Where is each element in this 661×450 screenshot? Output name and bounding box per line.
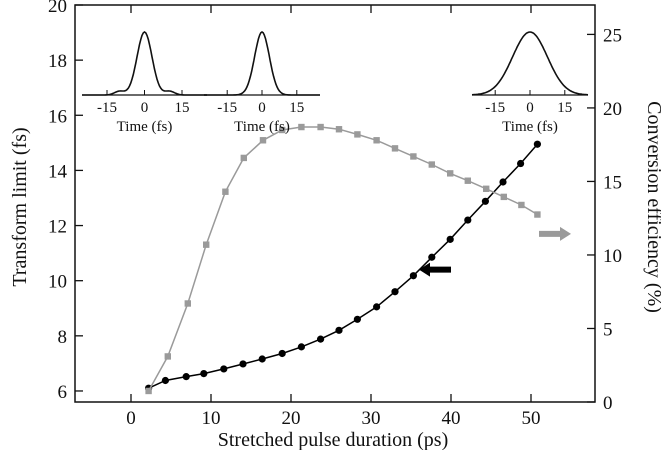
y-left-tick-label: 20 — [48, 0, 67, 17]
inset-pulse-curve — [82, 31, 207, 96]
inset-x-tick-label: 0 — [526, 100, 534, 116]
series-left-point — [317, 335, 325, 343]
series-left-point — [220, 365, 228, 373]
series-right-point — [500, 193, 507, 201]
series-right-point — [298, 123, 305, 131]
inset-x-label: Time (fs) — [502, 119, 558, 135]
series-right-point — [164, 353, 171, 360]
inset-x-tick-label: 15 — [289, 100, 304, 116]
series-right-point — [184, 300, 191, 307]
series-left-point — [481, 197, 489, 205]
inset-x-label: Time (fs) — [117, 119, 173, 135]
series-right-point — [222, 188, 229, 195]
series-left-point — [409, 272, 417, 280]
series-right-point — [203, 241, 210, 248]
y-right-tick-label: 0 — [603, 393, 613, 414]
series-left-point — [517, 159, 525, 168]
inset-x-tick-label: 0 — [258, 100, 266, 116]
y-right-tick-label: 5 — [603, 319, 613, 340]
series-right-point — [240, 154, 247, 162]
series-left-line — [148, 143, 538, 389]
y-left-tick-label: 18 — [48, 51, 67, 72]
series-right-point — [145, 387, 152, 395]
series-left-point — [499, 178, 507, 186]
y-right-tick-label: 20 — [603, 99, 622, 120]
y-left-tick-label: 16 — [48, 106, 67, 127]
series-right-point — [410, 153, 417, 160]
series-left-point — [428, 253, 436, 261]
series-right-point — [518, 201, 525, 209]
series-right-point — [428, 161, 435, 168]
series-left-point — [278, 349, 286, 358]
series-left-point — [239, 360, 247, 368]
series-left-point — [464, 216, 472, 224]
series-right-point — [373, 137, 380, 144]
series-right-point — [259, 137, 267, 144]
series-right-point — [483, 185, 490, 192]
inset-x-tick-label: -15 — [217, 100, 237, 116]
series-right-point — [335, 126, 343, 133]
series-right-point — [447, 170, 454, 177]
series-right-point — [354, 131, 361, 138]
series-left-point — [161, 376, 169, 385]
inset-x-tick-label: -15 — [485, 100, 505, 116]
series-right-line — [147, 126, 538, 392]
inset-pulse-curve — [471, 31, 589, 96]
series-left-point — [373, 303, 381, 311]
series-right-point — [391, 145, 399, 152]
series-right-point — [279, 126, 286, 134]
series-left-point — [335, 326, 343, 334]
arrow-left-annotation — [419, 262, 451, 277]
y-left-tick-label: 6 — [58, 382, 68, 403]
x-tick-label: 50 — [522, 408, 541, 429]
inset-x-tick-label: -15 — [97, 100, 117, 116]
x-tick-label: 0 — [126, 408, 136, 429]
y-left-tick-label: 10 — [48, 272, 67, 293]
y-right-tick-label: 15 — [603, 172, 622, 193]
series-left-point — [200, 370, 208, 378]
x-tick-label: 10 — [202, 408, 221, 429]
y-left-tick-label: 12 — [48, 217, 67, 238]
arrow-right-annotation — [539, 226, 571, 241]
series-left-point — [182, 373, 190, 381]
x-tick-label: 30 — [362, 408, 381, 429]
plot-frame — [74, 4, 596, 403]
x-tick-label: 20 — [282, 408, 301, 429]
inset-x-tick-label: 0 — [141, 100, 149, 116]
inset-x-label: Time (fs) — [234, 119, 290, 135]
y-axis-left-label: Transform limit (fs) — [9, 127, 31, 286]
series-left-point — [297, 343, 305, 351]
y-right-tick-label: 10 — [603, 246, 622, 267]
inset-x-tick-label: 15 — [557, 100, 572, 116]
inset-x-tick-label: 15 — [175, 100, 190, 116]
inset-pulse-curve — [204, 31, 320, 96]
series-left-point — [391, 288, 399, 296]
y-left-tick-label: 14 — [48, 161, 68, 182]
x-tick-label: 40 — [442, 408, 461, 429]
series-right-point — [317, 123, 324, 131]
series-left-point — [533, 140, 542, 148]
series-left-point — [353, 315, 361, 323]
y-left-tick-label: 8 — [58, 327, 68, 348]
series-left-point — [446, 235, 454, 243]
y-axis-right-label: Conversion efficiency (%) — [643, 101, 661, 313]
y-right-tick-label: 25 — [603, 25, 622, 46]
series-left-point — [258, 355, 266, 363]
series-right-point — [464, 177, 471, 184]
series-right-point — [534, 211, 541, 218]
x-axis-label: Stretched pulse duration (ps) — [218, 429, 449, 450]
